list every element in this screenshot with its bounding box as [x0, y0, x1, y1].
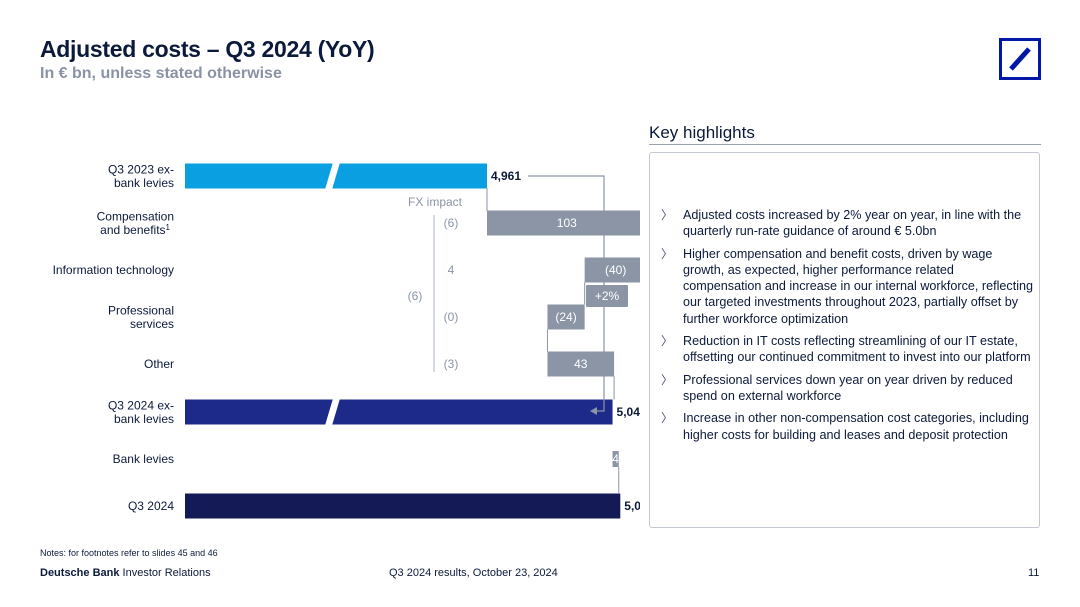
- fx-impact-total: (6): [408, 289, 423, 303]
- footer-brand-rest: Investor Relations: [119, 567, 211, 579]
- chevron-right-icon: 〉: [661, 411, 674, 426]
- page-title: Adjusted costs – Q3 2024 (YoY): [40, 36, 375, 62]
- category-label: Compensation: [97, 209, 174, 223]
- change-badge-label: +2%: [595, 289, 620, 303]
- value-label: 5,047: [624, 499, 640, 513]
- change-badge: [586, 285, 628, 307]
- footer-presentation-date: Q3 2024 results, October 23, 2024: [389, 567, 558, 579]
- highlight-text: Higher compensation and benefit costs, d…: [683, 246, 1034, 326]
- category-label: Q3 2023 ex-: [108, 162, 174, 176]
- fx-impact-value: (0): [444, 310, 459, 324]
- waterfall-delta-bar: [547, 304, 585, 330]
- delta-value-label: 43: [574, 357, 588, 371]
- category-label: Q3 2024 ex-: [108, 398, 174, 412]
- fx-impact-value: (6): [444, 216, 459, 230]
- footnote-notes: Notes: for footnotes refer to slides 45 …: [40, 548, 218, 558]
- value-label: 5,042: [617, 405, 640, 419]
- fx-impact-value: 4: [448, 263, 455, 277]
- value-label: 4,961: [491, 169, 521, 183]
- key-highlights-panel: [649, 152, 1040, 528]
- highlight-item: 〉 Increase in other non-compensation cost…: [661, 410, 1033, 443]
- category-label: Professional: [108, 303, 174, 317]
- category-label: bank levies: [114, 412, 174, 426]
- axis-break-gap: [325, 162, 340, 190]
- deutsche-bank-logo-icon: [999, 38, 1041, 80]
- chevron-right-icon: 〉: [661, 334, 674, 349]
- category-label: Other: [144, 357, 174, 371]
- delta-value-label: 103: [557, 216, 577, 230]
- footer-brand-bold: Deutsche Bank: [40, 567, 120, 579]
- highlight-item: 〉 Professional services down year on year…: [661, 372, 1033, 405]
- change-arrow-icon: [590, 407, 597, 415]
- waterfall-delta-bar: [487, 210, 640, 236]
- key-highlights-list: 〉 Adjusted costs increased by 2% year on …: [661, 207, 1033, 449]
- waterfall-delta-bar: [584, 257, 640, 283]
- category-label: Q3 2024: [128, 499, 174, 513]
- waterfall-total-bar: [185, 493, 621, 519]
- highlight-text: Reduction in IT costs reflecting streaml…: [683, 334, 1031, 365]
- category-label: bank levies: [114, 176, 174, 190]
- delta-value-label: (24): [555, 310, 576, 324]
- fx-impact-heading: FX impact: [408, 195, 463, 209]
- key-highlights-title: Key highlights: [649, 123, 755, 142]
- delta-value-label: (40): [605, 263, 626, 277]
- chevron-right-icon: 〉: [661, 208, 674, 222]
- chevron-right-icon: 〉: [661, 246, 674, 261]
- highlight-text: Adjusted costs increased by 2% year on y…: [683, 208, 1022, 239]
- highlight-item: 〉 Reduction in IT costs reflecting stream…: [661, 333, 1033, 366]
- highlight-item: 〉 Higher compensation and benefit costs, …: [661, 246, 1033, 327]
- waterfall-delta-bar: [547, 351, 615, 377]
- highlight-text: Increase in other non-compensation cost …: [683, 411, 1029, 442]
- footnote-marker: 1: [166, 222, 171, 231]
- waterfall-total-bar: [185, 399, 613, 425]
- category-label: Bank levies: [113, 452, 174, 466]
- category-label: services: [130, 317, 174, 331]
- chevron-right-icon: 〉: [661, 372, 674, 387]
- footer-brand: Deutsche Bank Investor Relations: [40, 567, 211, 579]
- highlight-item: 〉 Adjusted costs increased by 2% year on …: [661, 207, 1033, 240]
- delta-value-label: 4: [612, 452, 619, 466]
- axis-break-gap: [325, 398, 340, 426]
- highlight-text: Professional services down year on year …: [683, 372, 1013, 403]
- waterfall-delta-bar: [612, 451, 619, 467]
- fx-impact-value: (3): [444, 357, 459, 371]
- key-highlights-rule: [649, 144, 1041, 145]
- category-label: Information technology: [53, 263, 174, 277]
- category-label: and benefits1: [100, 222, 170, 237]
- page-number: 11: [1028, 567, 1040, 579]
- page-subtitle: In € bn, unless stated otherwise: [40, 65, 282, 82]
